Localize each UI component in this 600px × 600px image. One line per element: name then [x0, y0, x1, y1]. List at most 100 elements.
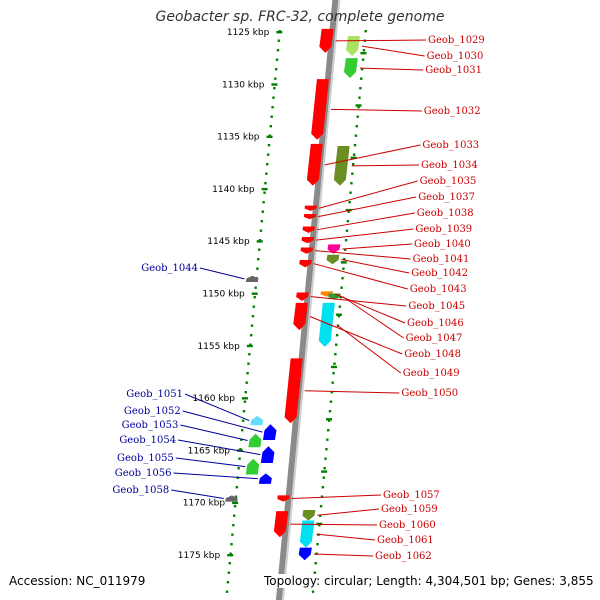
gene-geob-1051[interactable] [250, 415, 264, 426]
gene-label[interactable]: Geob_1060 [379, 520, 436, 531]
track-dot-left [239, 448, 242, 451]
gene-label-leader [342, 243, 413, 250]
track-dot-left [251, 315, 255, 318]
gene-geob-1034[interactable] [333, 146, 350, 186]
gene-geob-1029[interactable] [319, 28, 334, 53]
track-dot-right [341, 277, 344, 280]
track-dot-left [244, 391, 247, 394]
gene-label[interactable]: Geob_1049 [403, 368, 460, 379]
track-dot-left [245, 381, 248, 384]
track-dot-left [274, 68, 278, 71]
gene-geob-1041[interactable] [300, 247, 314, 254]
gene-label-leader [184, 393, 250, 422]
gene-label-leader [324, 144, 421, 166]
track-dot-left [257, 258, 260, 261]
gene-geob-1048[interactable] [293, 302, 308, 331]
track-dot-left [241, 419, 245, 422]
kbp-tick-label: 1130 kbp [222, 80, 265, 90]
gene-label[interactable]: Geob_1059 [381, 504, 438, 515]
gene-geob-1058[interactable] [225, 495, 238, 502]
gene-label[interactable]: Geob_1057 [383, 490, 440, 501]
gene-geob-1044[interactable] [245, 275, 259, 282]
gene-label[interactable]: Geob_1061 [377, 535, 434, 546]
gene-geob-1030[interactable] [346, 36, 360, 57]
track-dot-right [326, 438, 329, 441]
gene-geob-1040[interactable] [327, 244, 341, 254]
gene-geob-1049[interactable] [318, 302, 335, 347]
gene-label[interactable]: Geob_1051 [126, 389, 183, 400]
gene-geob-1046[interactable] [320, 291, 333, 297]
gene-label[interactable]: Geob_1054 [119, 435, 176, 446]
gene-label[interactable]: Geob_1038 [417, 208, 474, 219]
gene-geob-1056[interactable] [258, 473, 272, 484]
track-dot-left [273, 87, 276, 90]
track-dot-right [356, 115, 359, 118]
gene-label[interactable]: Geob_1055 [117, 453, 174, 464]
gene-label-leader [313, 263, 408, 290]
gene-geob-1032[interactable] [311, 79, 329, 140]
gene-geob-1053[interactable] [248, 433, 262, 448]
gene-label[interactable]: Geob_1033 [422, 140, 479, 151]
track-dot-right [360, 68, 364, 71]
gene-label-leader [182, 410, 263, 433]
gene-geob-1061[interactable] [299, 520, 315, 548]
gene-geob-1060[interactable] [273, 511, 289, 538]
gene-label[interactable]: Geob_1043 [410, 284, 467, 295]
gene-geob-1062[interactable] [298, 547, 312, 561]
gene-geob-1039[interactable] [301, 237, 315, 244]
gene-label[interactable]: Geob_1053 [122, 420, 179, 431]
gene-geob-1055[interactable] [245, 458, 260, 475]
gene-label[interactable]: Geob_1037 [418, 192, 475, 203]
gene-label[interactable]: Geob_1058 [112, 485, 169, 496]
gene-label[interactable]: Geob_1047 [406, 333, 463, 344]
track-dot-right [351, 172, 354, 175]
gene-label[interactable]: Geob_1035 [420, 176, 477, 187]
gene-geob-1037[interactable] [303, 214, 317, 220]
track-dot-right [329, 400, 333, 403]
track-dot-right [353, 144, 357, 147]
gene-label[interactable]: Geob_1034 [421, 160, 478, 171]
gene-geob-1031[interactable] [344, 58, 358, 79]
gene-label[interactable]: Geob_1045 [408, 301, 465, 312]
gene-label[interactable]: Geob_1046 [407, 318, 464, 329]
gene-label[interactable]: Geob_1029 [428, 35, 485, 46]
kbp-tick [256, 240, 263, 243]
gene-label[interactable]: Geob_1062 [375, 551, 432, 562]
gene-label[interactable]: Geob_1041 [413, 254, 470, 265]
track-dot-left [240, 438, 243, 441]
track-dot-left [243, 400, 247, 403]
gene-label[interactable]: Geob_1042 [411, 268, 468, 279]
track-dot-left [265, 172, 268, 175]
gene-label[interactable]: Geob_1052 [124, 406, 181, 417]
gene-geob-1035[interactable] [304, 205, 318, 211]
gene-label[interactable]: Geob_1044 [141, 263, 198, 274]
track-dot-left [232, 524, 235, 527]
track-dot-right [348, 201, 351, 204]
track-dot-right [355, 125, 358, 128]
gene-geob-1045[interactable] [296, 292, 309, 301]
gene-label[interactable]: Geob_1032 [424, 106, 481, 117]
gene-geob-1052[interactable] [262, 424, 277, 440]
gene-label[interactable]: Geob_1039 [415, 224, 472, 235]
gene-label[interactable]: Geob_1056 [115, 468, 172, 479]
kbp-tick-label: 1160 kbp [193, 394, 236, 404]
gene-label[interactable]: Geob_1040 [414, 239, 471, 250]
track-dot-right [327, 429, 330, 432]
gene-label[interactable]: Geob_1048 [404, 349, 461, 360]
gene-geob-1042[interactable] [326, 254, 340, 265]
track-dot-right [314, 562, 317, 565]
gene-geob-1038[interactable] [302, 226, 316, 233]
gene-label[interactable]: Geob_1050 [401, 388, 458, 399]
gene-geob-1043[interactable] [299, 260, 312, 268]
gene-label-leader [318, 180, 418, 209]
gene-label[interactable]: Geob_1030 [427, 51, 484, 62]
gene-label-leader [361, 45, 425, 57]
track-dot-left [266, 163, 269, 166]
gene-geob-1033[interactable] [306, 143, 323, 186]
gene-geob-1054[interactable] [260, 446, 275, 463]
gene-geob-1059[interactable] [302, 510, 316, 521]
track-dot-left [241, 429, 244, 432]
gene-label[interactable]: Geob_1031 [425, 65, 482, 76]
gene-geob-1057[interactable] [277, 495, 290, 502]
gene-geob-1050[interactable] [284, 358, 303, 424]
